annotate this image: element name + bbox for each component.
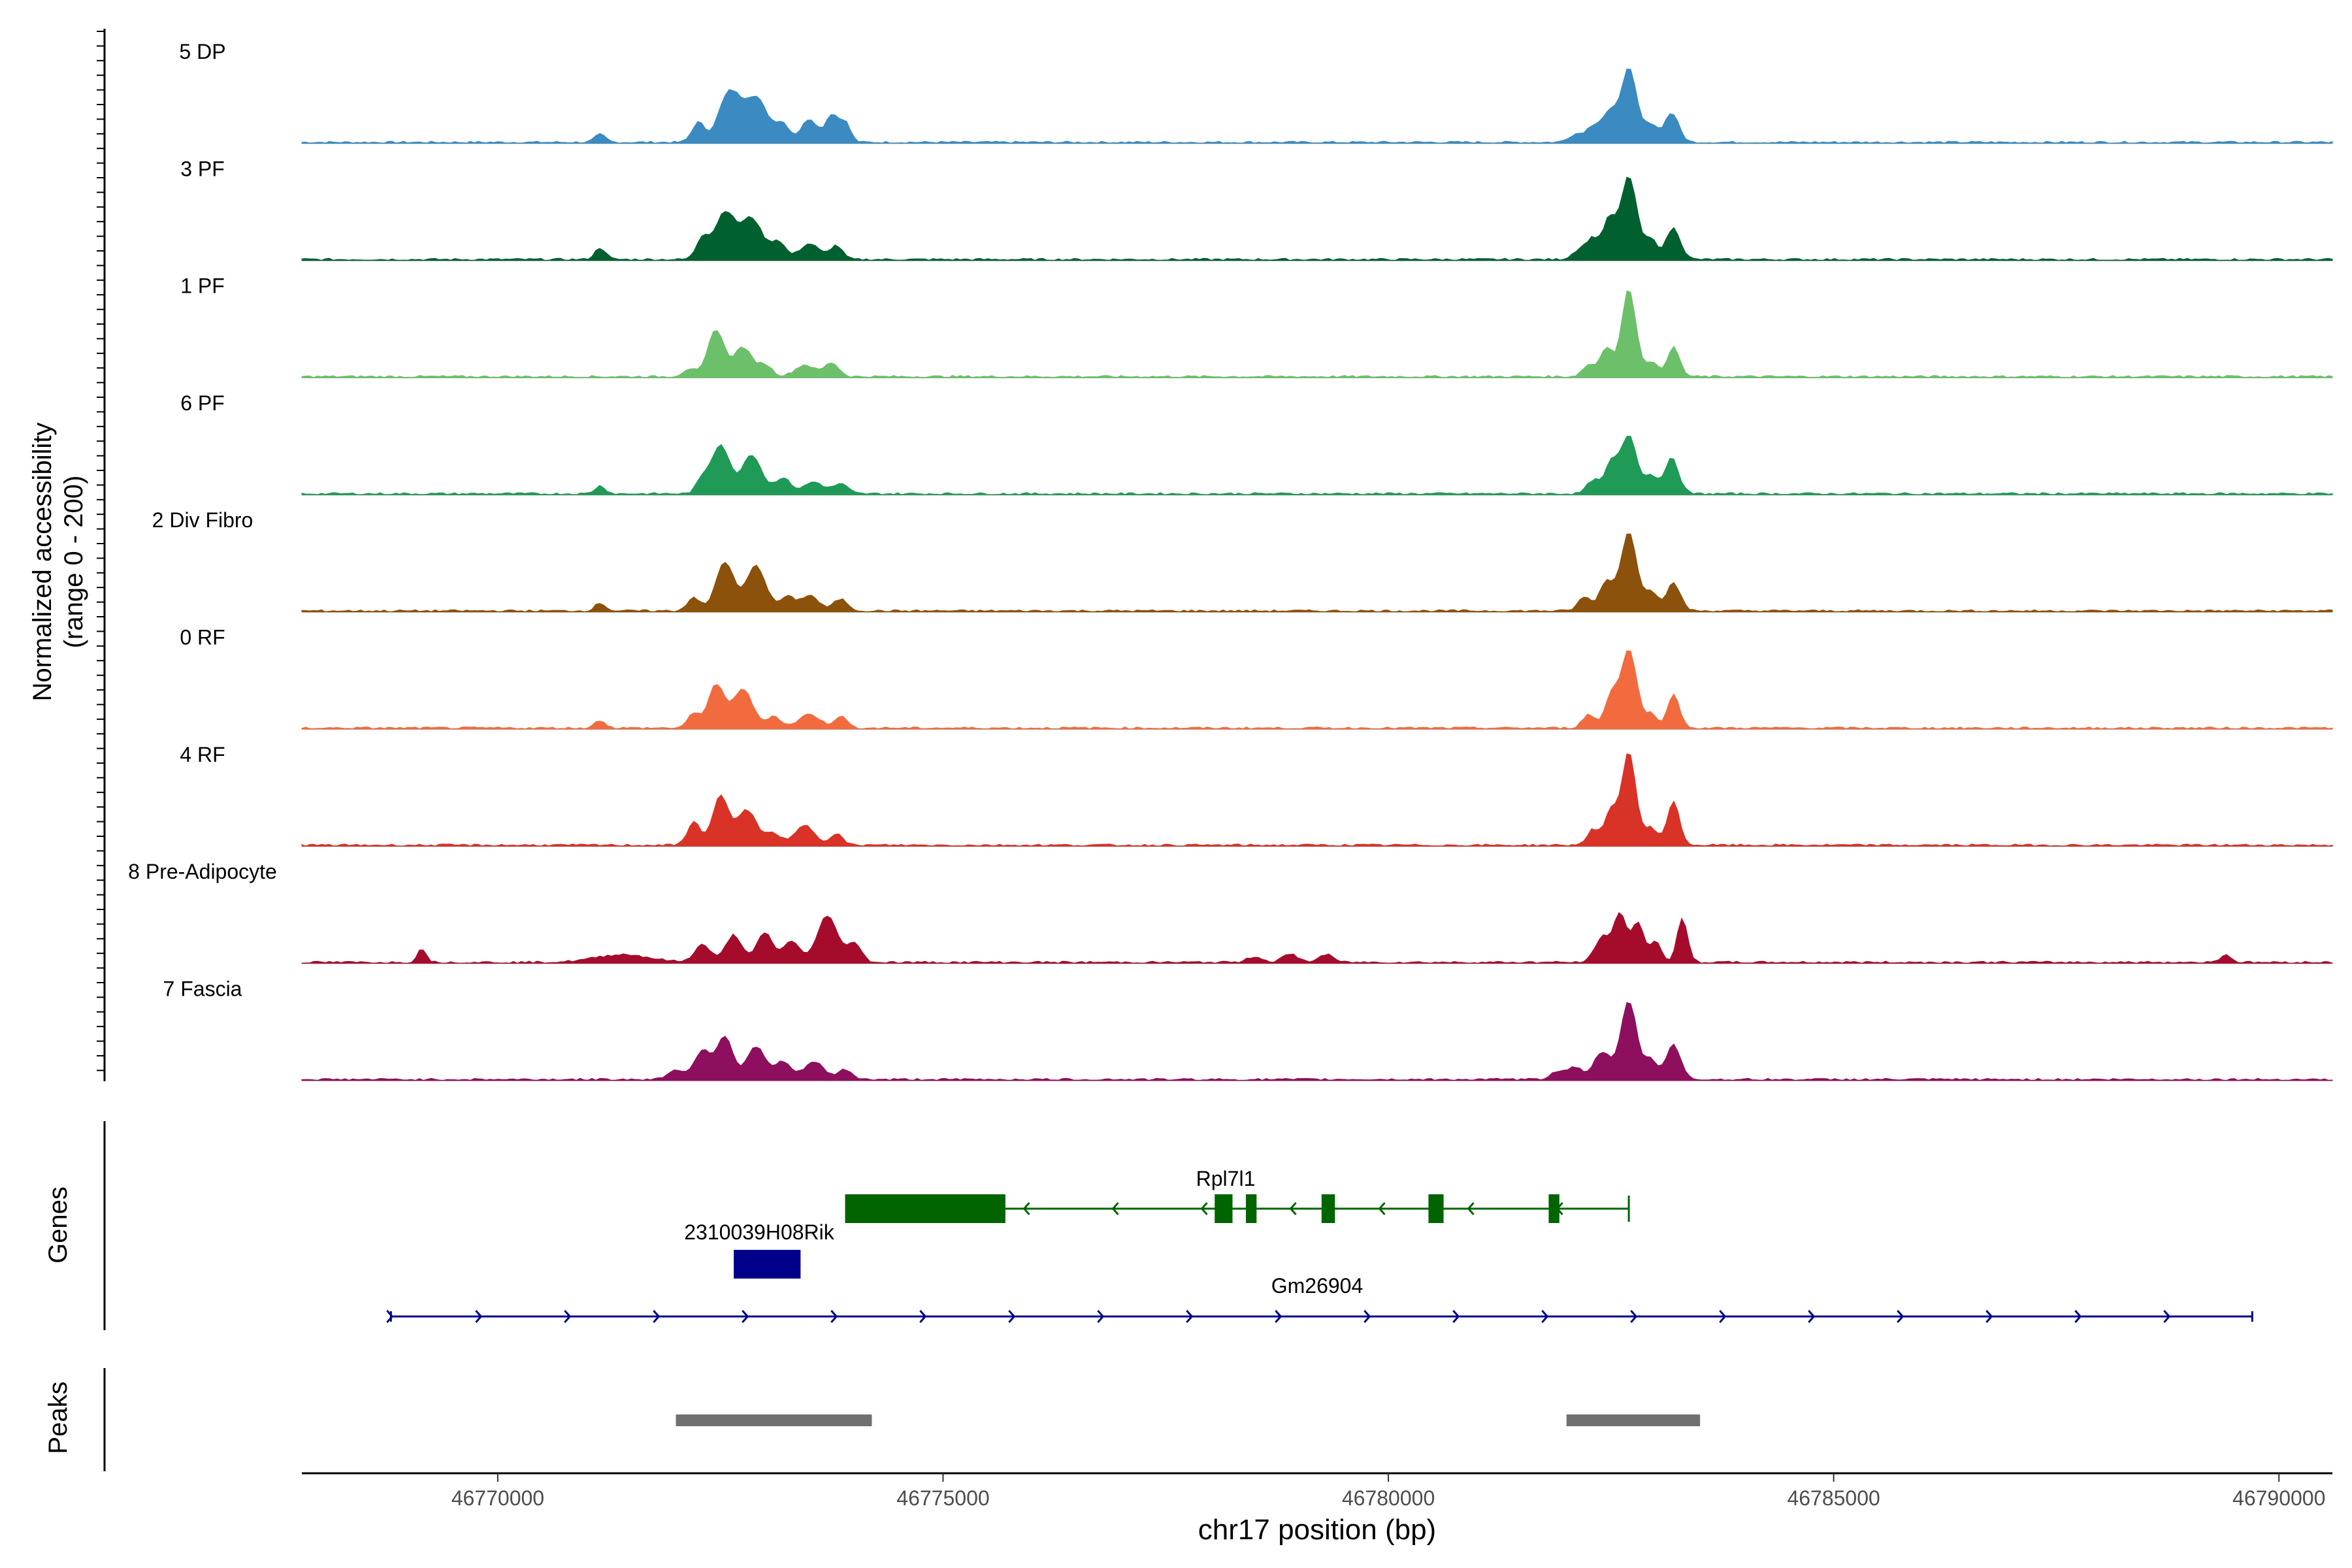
track-label: 0 RF (180, 626, 225, 649)
strand-arrow (1186, 1310, 1194, 1323)
track-7-fascia: 7 Fascia (163, 977, 2333, 1081)
strand-arrow (1200, 1202, 1208, 1215)
track-label: 1 PF (180, 274, 225, 298)
track-area (301, 1002, 2333, 1081)
track-label: 4 RF (180, 743, 225, 766)
track-area (301, 290, 2333, 378)
strand-arrow (1630, 1310, 1638, 1323)
x-tick-label: 46790000 (2232, 1486, 2325, 1510)
strand-arrow (1022, 1202, 1030, 1215)
strand-arrow (1985, 1310, 1993, 1323)
genes-panel-label: Genes (44, 1186, 73, 1264)
peaks-panel (676, 1414, 1701, 1426)
strand-arrow (919, 1310, 927, 1323)
track-area (301, 650, 2333, 730)
y-axis-label-line2: (range 0 - 200) (59, 476, 88, 649)
strand-arrow (475, 1310, 483, 1323)
track-1-pf: 1 PF (180, 274, 2333, 378)
exon (1548, 1194, 1560, 1223)
track-label: 2 Div Fibro (152, 508, 253, 532)
track-8-pre-adipocyte: 8 Pre-Adipocyte (128, 860, 2333, 964)
strand-arrow (1452, 1310, 1460, 1323)
strand-arrow (1289, 1202, 1297, 1215)
strand-arrow (1541, 1310, 1549, 1323)
track-area (301, 753, 2333, 847)
strand-arrow (1008, 1310, 1016, 1323)
strand-arrow (564, 1310, 572, 1323)
exon (845, 1194, 1005, 1223)
exon (1321, 1194, 1335, 1223)
track-0-rf: 0 RF (180, 626, 2333, 730)
track-area (301, 911, 2333, 964)
strand-arrow (1378, 1202, 1386, 1215)
track-label: 8 Pre-Adipocyte (128, 860, 277, 883)
x-tick-label: 46775000 (896, 1486, 989, 1510)
track-area (301, 436, 2333, 495)
peak-region (1566, 1414, 1701, 1426)
track-2-div-fibro: 2 Div Fibro (152, 508, 2333, 613)
gene-label: Rpl7l1 (1196, 1167, 1256, 1190)
strand-arrow (1111, 1202, 1119, 1215)
gene-gm26904: Gm26904 (386, 1274, 2253, 1323)
track-label: 7 Fascia (163, 977, 242, 1000)
track-area (301, 176, 2333, 261)
x-tick-label: 46770000 (451, 1486, 544, 1510)
gene-annotation-panel: Rpl7l1 2310039H08Rik Gm26904 (386, 1167, 2253, 1323)
exon (1428, 1194, 1444, 1223)
gene-label: 2310039H08Rik (684, 1220, 835, 1244)
strand-arrow (1097, 1310, 1105, 1323)
gene-2310039h08rik: 2310039H08Rik (684, 1220, 835, 1279)
gene-label: Gm26904 (1271, 1274, 1364, 1298)
strand-arrow (1808, 1310, 1816, 1323)
track-4-rf: 4 RF (180, 743, 2333, 847)
track-area (301, 68, 2333, 144)
exon (1215, 1194, 1233, 1223)
exon (1245, 1194, 1257, 1223)
track-label: 6 PF (180, 391, 225, 415)
strand-arrow (1897, 1310, 1904, 1323)
track-label: 3 PF (180, 157, 225, 180)
strand-arrow (1467, 1202, 1475, 1215)
peaks-panel-label: Peaks (44, 1381, 73, 1454)
coverage-tracks: 5 DP 3 PF 1 PF 6 PF 2 Div Fibro 0 RF 4 RF 8 Pre… (128, 40, 2333, 1081)
axes: 46770000 46775000 46780000 46785000 46790000 (97, 29, 2332, 1510)
strand-arrow (1719, 1310, 1727, 1323)
x-axis-label: chr17 position (bp) (1198, 1514, 1436, 1546)
strand-arrow (653, 1310, 661, 1323)
strand-arrow (2163, 1310, 2171, 1323)
x-tick-label: 46780000 (1342, 1486, 1435, 1510)
strand-arrow (386, 1310, 394, 1323)
y-axis-label-line1: Normalized accessibility (28, 423, 57, 702)
track-label: 5 DP (179, 40, 225, 63)
strand-arrow (2074, 1310, 2082, 1323)
strand-arrow (830, 1310, 838, 1323)
strand-arrow (1364, 1310, 1371, 1323)
strand-arrow (742, 1310, 749, 1323)
track-5-dp: 5 DP (179, 40, 2333, 144)
strand-arrow (1275, 1310, 1282, 1323)
exon (734, 1250, 801, 1279)
x-tick-label: 46785000 (1787, 1486, 1880, 1510)
track-6-pf: 6 PF (180, 391, 2333, 496)
track-area (301, 533, 2333, 613)
gene-rpl7l1: Rpl7l1 (845, 1167, 1630, 1223)
peak-region (676, 1414, 872, 1426)
track-3-pf: 3 PF (180, 157, 2333, 261)
